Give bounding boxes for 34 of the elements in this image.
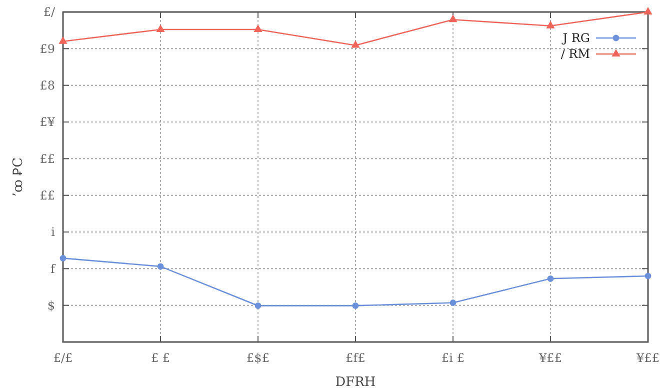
point bbox=[644, 7, 652, 14]
point bbox=[448, 14, 458, 22]
y-axis-title: ’ꝏ ꝐC bbox=[11, 157, 26, 197]
point bbox=[254, 302, 262, 309]
text: £9 bbox=[40, 42, 55, 56]
point bbox=[60, 254, 66, 262]
text: $ bbox=[47, 298, 55, 313]
point bbox=[547, 275, 554, 282]
text: £¥ bbox=[40, 115, 56, 130]
x-tick-label: £/£ bbox=[53, 351, 73, 365]
point bbox=[156, 24, 165, 32]
text: i bbox=[51, 225, 56, 240]
legend-label: J RG bbox=[560, 31, 590, 46]
text: ££ bbox=[40, 188, 55, 203]
point bbox=[450, 300, 456, 306]
x-tick-label: £$£ bbox=[246, 351, 270, 365]
point bbox=[351, 40, 360, 48]
point bbox=[58, 36, 68, 44]
point bbox=[157, 263, 164, 270]
legend-label: / RM bbox=[560, 47, 590, 62]
x-tick-label: ¥££ bbox=[538, 351, 562, 365]
point bbox=[254, 24, 262, 32]
text: £8 bbox=[40, 78, 55, 93]
text: £/ bbox=[43, 5, 56, 20]
point bbox=[352, 302, 359, 309]
text: f bbox=[50, 262, 57, 276]
text: ££ bbox=[40, 152, 55, 166]
x-tick-label: £ £ bbox=[150, 351, 170, 365]
x-tick-label: £i £ bbox=[442, 351, 464, 365]
point bbox=[546, 20, 555, 28]
x-axis-title: DFRH bbox=[335, 375, 376, 390]
x-tick-label: ¥££ bbox=[636, 351, 660, 365]
x-tick-label: £f£ bbox=[346, 351, 366, 365]
point bbox=[644, 272, 652, 280]
